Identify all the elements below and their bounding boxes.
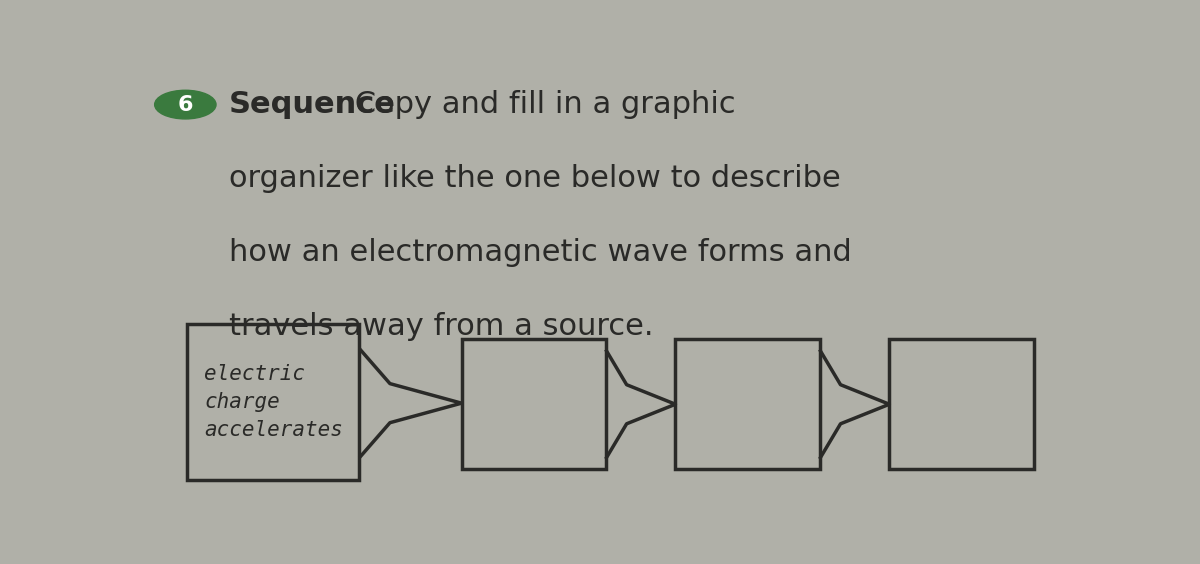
Text: travels away from a source.: travels away from a source. xyxy=(229,311,654,341)
Text: Copy and fill in a graphic: Copy and fill in a graphic xyxy=(346,90,736,119)
Text: Sequence: Sequence xyxy=(229,90,396,119)
Text: 6: 6 xyxy=(178,95,193,114)
Text: how an electromagnetic wave forms and: how an electromagnetic wave forms and xyxy=(229,238,852,267)
Text: electric
charge
accelerates: electric charge accelerates xyxy=(204,364,343,440)
Circle shape xyxy=(155,90,216,119)
Text: organizer like the one below to describe: organizer like the one below to describe xyxy=(229,164,841,193)
